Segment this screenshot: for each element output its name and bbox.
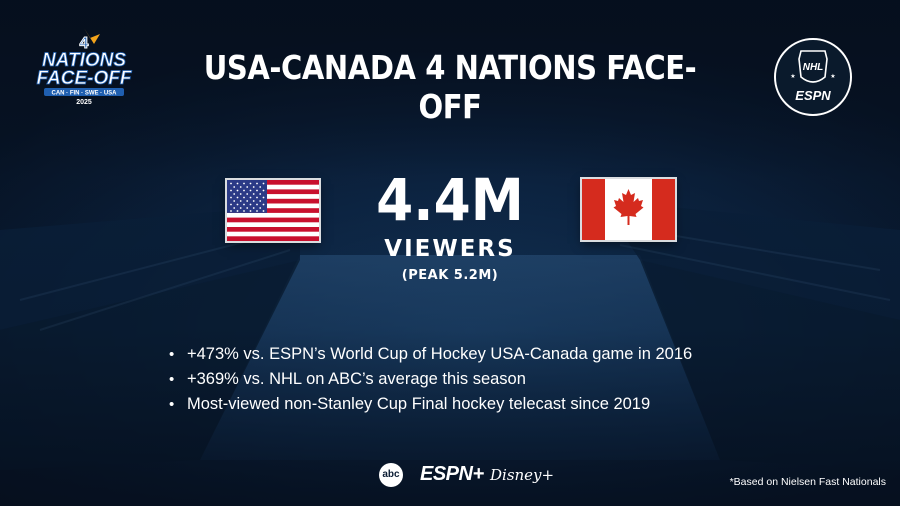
- viewers-label: VIEWERS: [384, 236, 516, 262]
- bullet-marker: •: [169, 346, 175, 363]
- footnote: *Based on Nielsen Fast Nationals: [729, 476, 886, 488]
- nhl-espn-logo: ★ ★ NHL ESPN: [774, 38, 852, 116]
- bullet-item: • +369% vs. NHL on ABC’s average this se…: [165, 367, 765, 392]
- svg-text:★: ★: [790, 73, 795, 80]
- disney-plus-logo: Disney+: [490, 466, 555, 484]
- bullet-text: +473% vs. ESPN’s World Cup of Hockey USA…: [187, 345, 693, 363]
- peak-label: (PEAK 5.2M): [401, 268, 499, 283]
- bullet-item: • Most-viewed non-Stanley Cup Final hock…: [165, 392, 765, 417]
- bullet-item: • +473% vs. ESPN’s World Cup of Hockey U…: [165, 342, 765, 367]
- espn-wordmark: ESPN: [795, 88, 831, 103]
- abc-logo: abc: [379, 463, 403, 487]
- nations-face-off-logo: 4 NATIONS FACE-OFF CAN · FIN · SWE · USA…: [36, 28, 133, 106]
- espn-plus-logo: ESPN+: [420, 463, 484, 485]
- page-title: USA-CANADA 4 NATIONS FACE-OFF: [203, 48, 697, 126]
- logo-year: 2025: [76, 99, 92, 106]
- canada-flag: [582, 179, 675, 240]
- logo-number: 4: [80, 35, 89, 52]
- svg-text:★: ★: [830, 73, 835, 80]
- logo-countries: CAN · FIN · SWE · USA: [52, 91, 118, 97]
- bullet-text: +369% vs. NHL on ABC’s average this seas…: [187, 370, 526, 388]
- bullet-marker: •: [169, 371, 175, 388]
- nhl-wordmark: NHL: [803, 62, 824, 73]
- stats-bullet-list: • +473% vs. ESPN’s World Cup of Hockey U…: [165, 342, 765, 417]
- viewers-value: 4.4M: [376, 166, 524, 234]
- usa-flag: [227, 180, 319, 241]
- bullet-marker: •: [169, 396, 175, 413]
- logo-line2: FACE-OFF: [37, 68, 133, 89]
- bullet-text: Most-viewed non-Stanley Cup Final hockey…: [187, 395, 651, 413]
- logo-line1: NATIONS: [42, 50, 126, 71]
